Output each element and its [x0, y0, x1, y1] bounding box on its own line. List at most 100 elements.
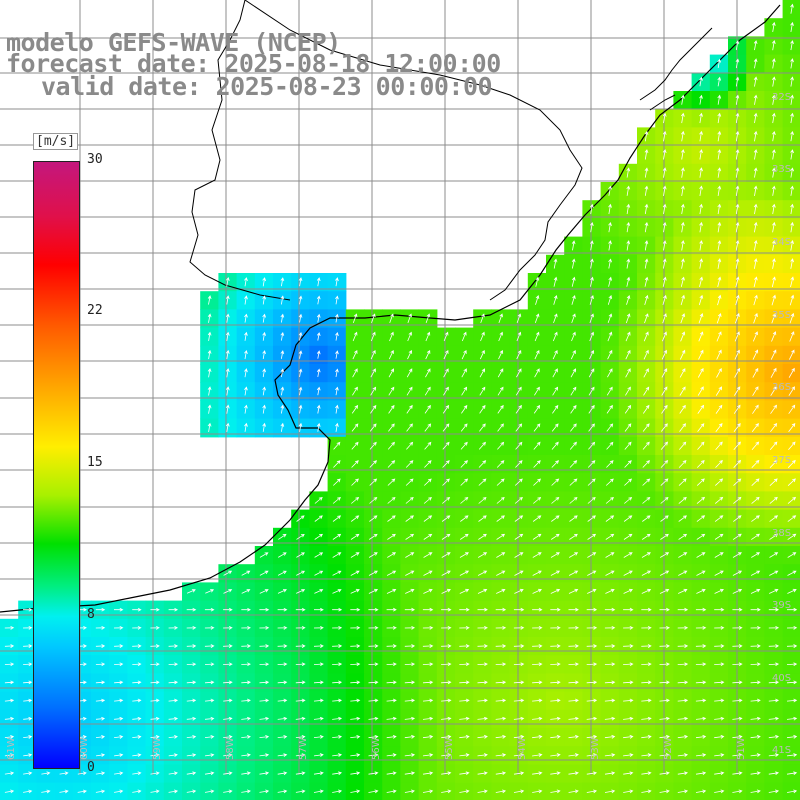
- wind-arrow: [644, 294, 649, 306]
- wind-arrow: [478, 478, 487, 486]
- wind-arrow: [351, 460, 359, 468]
- wind-arrow: [732, 607, 743, 612]
- wind-arrow: [370, 368, 376, 378]
- wind-speed-cell: [546, 473, 565, 492]
- wind-arrow: [677, 789, 689, 794]
- wind-arrow: [550, 753, 561, 757]
- wind-arrow: [313, 753, 324, 757]
- wind-arrow: [569, 478, 578, 486]
- wind-arrow: [732, 753, 743, 757]
- wind-arrow: [495, 734, 507, 739]
- wind-arrow: [295, 625, 306, 630]
- wind-arrow: [753, 40, 758, 51]
- wind-speed-cell: [509, 491, 529, 511]
- wind-arrow: [586, 771, 598, 776]
- wind-arrow: [114, 753, 124, 757]
- wind-arrow: [588, 441, 596, 450]
- wind-arrow: [368, 533, 378, 540]
- wind-arrow: [204, 607, 215, 612]
- wind-arrow: [716, 367, 722, 378]
- wind-arrow: [717, 221, 722, 233]
- wind-arrow: [132, 698, 142, 703]
- wind-arrow: [550, 680, 561, 685]
- wind-arrow: [605, 478, 614, 486]
- wind-arrow: [714, 607, 725, 612]
- wind-arrow: [623, 734, 634, 739]
- wind-arrow: [369, 423, 377, 432]
- wind-speed-cell: [764, 564, 784, 583]
- wind-arrow: [477, 570, 488, 576]
- wind-speed-cell: [564, 564, 583, 583]
- wind-arrow: [770, 367, 777, 378]
- wind-speed-cell: [345, 436, 365, 456]
- wind-arrow: [479, 349, 485, 360]
- wind-arrow: [405, 478, 414, 486]
- wind-arrow: [771, 58, 776, 69]
- wind-arrow: [497, 441, 505, 450]
- wind-speed-cell: [364, 400, 383, 420]
- wind-arrow: [642, 478, 651, 486]
- wind-arrow: [552, 368, 558, 378]
- wind-arrow: [771, 312, 777, 324]
- wind-arrow: [460, 496, 469, 504]
- wind-speed-cell: [564, 400, 583, 420]
- wind-arrow: [387, 496, 396, 504]
- wind-arrow: [550, 533, 560, 540]
- wind-arrow: [204, 662, 215, 667]
- wind-arrow: [696, 515, 706, 522]
- wind-arrow: [661, 349, 667, 360]
- wind-arrow: [752, 331, 758, 342]
- wind-speed-cell: [709, 400, 729, 420]
- wind-arrow: [223, 570, 233, 576]
- wind-arrow: [533, 496, 542, 504]
- lat-label: 33S: [772, 164, 791, 175]
- wind-arrow: [114, 698, 124, 703]
- wind-arrow: [732, 552, 742, 558]
- wind-arrow: [459, 680, 470, 685]
- wind-arrow: [295, 680, 306, 685]
- wind-arrow: [405, 515, 414, 522]
- wind-arrow: [113, 625, 124, 630]
- wind-speed-cell: [618, 436, 638, 456]
- wind-arrow: [586, 680, 598, 685]
- wind-arrow: [477, 552, 488, 558]
- wind-arrow: [262, 386, 266, 396]
- wind-arrow: [660, 459, 669, 468]
- wind-speed-cell: [345, 527, 365, 547]
- wind-arrow: [441, 625, 452, 630]
- wind-arrow: [786, 644, 798, 648]
- wind-speed-cell: [436, 382, 456, 401]
- wind-speed-cell: [418, 382, 438, 401]
- wind-arrow: [768, 771, 780, 776]
- wind-arrow: [771, 167, 776, 178]
- wind-speed-cell: [582, 400, 602, 420]
- wind-arrow: [717, 276, 722, 287]
- wind-arrow: [568, 644, 579, 648]
- wind-arrow: [788, 423, 796, 432]
- wind-arrow: [22, 625, 33, 630]
- wind-arrow: [623, 552, 633, 558]
- wind-speed-cell: [436, 418, 456, 438]
- wind-arrow: [750, 753, 761, 757]
- wind-arrow: [659, 753, 670, 757]
- wind-arrow: [771, 76, 776, 87]
- wind-speed-cell: [637, 473, 656, 492]
- wind-arrow: [643, 386, 650, 396]
- wind-arrow: [368, 588, 379, 594]
- wind-arrow: [644, 130, 649, 142]
- wind-arrow: [587, 552, 597, 558]
- wind-arrow: [681, 258, 685, 269]
- wind-arrow: [695, 698, 707, 703]
- wind-arrow: [223, 771, 233, 776]
- wind-arrow: [478, 441, 486, 450]
- wind-speed-cell: [691, 382, 711, 401]
- wind-arrow: [717, 167, 722, 178]
- wind-arrow: [495, 753, 507, 757]
- wind-arrow: [422, 644, 434, 648]
- wind-arrow: [769, 441, 778, 450]
- wind-speed-cell: [509, 564, 529, 583]
- wind-arrow: [459, 625, 470, 630]
- wind-arrow: [732, 644, 743, 648]
- wind-speed-cell: [691, 455, 711, 474]
- wind-arrow: [204, 625, 215, 630]
